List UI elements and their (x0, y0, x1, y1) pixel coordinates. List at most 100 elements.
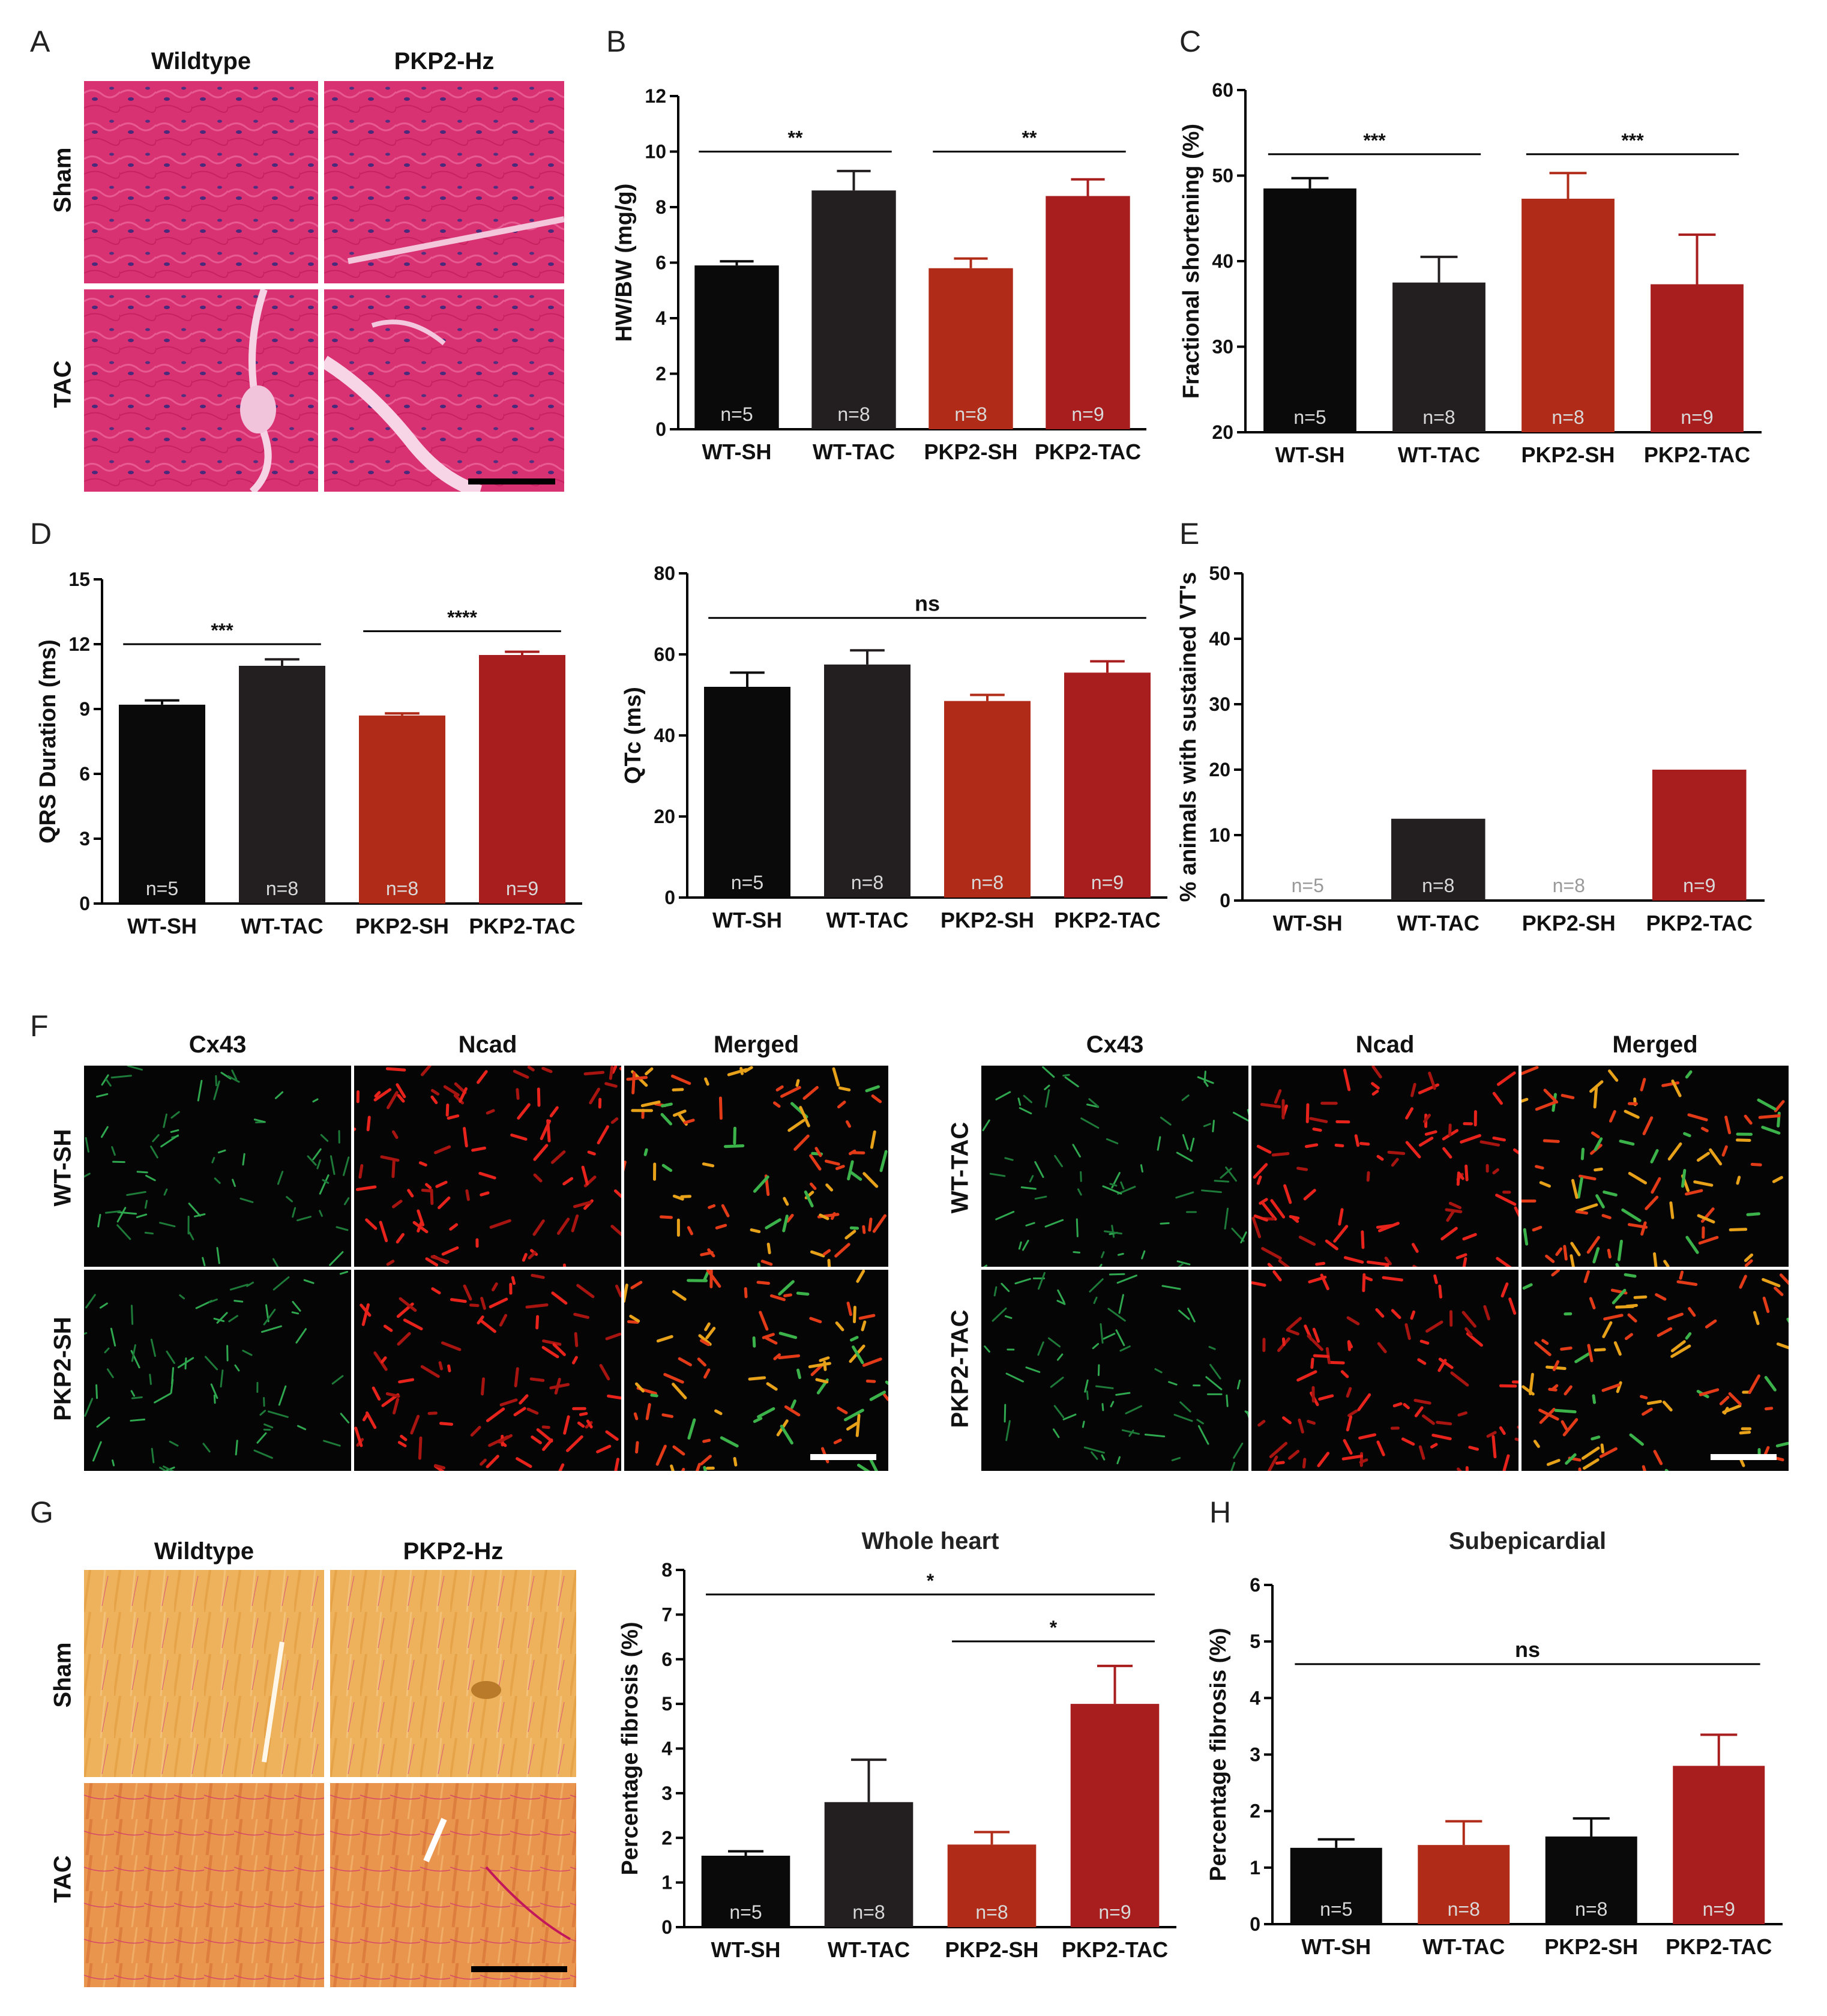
chart-h-x-tick-label-1: WT-TAC (1422, 1934, 1505, 1959)
sirius-image-pkp2hz-tac (330, 1783, 576, 1987)
panel-g-col-wildtype: Wildtype (154, 1538, 254, 1565)
chart-e-n-label-2: n=8 (1553, 875, 1585, 896)
chart-h-x-tick-label-2: PKP2-SH (1544, 1934, 1638, 1959)
chart-h-n-label-0: n=5 (1320, 1898, 1352, 1920)
chart-g-n-label-1: n=8 (852, 1901, 885, 1923)
chart-h-n-label-1: n=8 (1448, 1898, 1480, 1920)
panel-f-left-cx43: Cx43 (188, 1031, 247, 1058)
chart-g-y-tick-label: 2 (661, 1827, 672, 1849)
if-image-left-row2-green (84, 1270, 351, 1471)
chart-d-qrs-svg: 0 3 6 9 12 15 QRS Duration (ms) n=5 WT-SH n=8 WT-T… (36, 569, 582, 938)
chart-c-bar-3 (1651, 284, 1744, 432)
chart-h-y-label: Percentage fibrosis (%) (1209, 1628, 1231, 1881)
chart-h-bar-0 (1290, 1847, 1382, 1924)
chart-g-x-tick-label-2: PKP2-SH (945, 1937, 1038, 1962)
he-image-wildtype-tac (84, 289, 318, 492)
chart-c-x-tick-label-3: PKP2-TAC (1644, 442, 1750, 467)
panel-letter-g: G (30, 1495, 53, 1529)
chart-b-n-label-2: n=8 (954, 403, 987, 425)
chart-e-bar-3 (1652, 770, 1747, 901)
if-image-right-row2-merged (1521, 1270, 1789, 1471)
chart-b-x-tick-label-3: PKP2-TAC (1035, 439, 1141, 464)
scale-bar (468, 478, 555, 484)
chart-d2-n-label-1: n=8 (851, 872, 883, 893)
chart-b-n-label-0: n=5 (720, 403, 753, 425)
chart-b-sig-label-0: ** (788, 127, 803, 149)
chart-g-y-tick-label: 0 (661, 1916, 672, 1938)
chart-d1-bar-3 (479, 655, 565, 904)
chart-g-sig-label-0: * (927, 1570, 935, 1592)
chart-d2-y-tick-label: 60 (654, 644, 675, 665)
chart-c-bar-0 (1263, 188, 1356, 432)
chart-c-y-label: Fractional shortening (%) (1179, 124, 1204, 399)
chart-d2-sig-label-0: ns (915, 591, 940, 615)
chart-c-x-tick-label-1: WT-TAC (1398, 442, 1480, 467)
panel-letter-c: C (1179, 25, 1202, 58)
scale-bar (810, 1454, 876, 1460)
chart-e-y-tick-label: 50 (1209, 563, 1230, 584)
chart-c-x-tick-label-0: WT-SH (1275, 442, 1345, 467)
if-image-right-row1-green (981, 1066, 1248, 1267)
if-image-left-row1-green (84, 1066, 351, 1267)
panel-a-row-tac: TAC (49, 360, 76, 408)
chart-d1-x-tick-label-0: WT-SH (127, 914, 197, 938)
panel-a-col-pkp2hz: PKP2-Hz (394, 48, 495, 74)
chart-e-x-tick-label-2: PKP2-SH (1522, 911, 1616, 935)
he-image-wildtype-sham (84, 81, 318, 283)
chart-b-x-tick-label-2: PKP2-SH (924, 439, 1017, 464)
scale-bar (471, 1966, 567, 1972)
chart-g-bar-2 (947, 1844, 1037, 1927)
chart-h-y-tick-label: 0 (1250, 1913, 1260, 1935)
if-image-right-row2-red (1251, 1270, 1518, 1471)
chart-d1-y-tick-label: 9 (79, 698, 90, 720)
chart-e-x-tick-label-0: WT-SH (1273, 911, 1343, 935)
chart-g-n-label-3: n=9 (1098, 1901, 1131, 1923)
chart-c-bar-1 (1392, 282, 1485, 432)
chart-d1-y-tick-label: 3 (79, 828, 90, 850)
chart-g-x-tick-label-1: WT-TAC (828, 1937, 910, 1962)
panel-f-row-pkp2tac: PKP2-TAC (947, 1309, 974, 1428)
chart-b-n-label-1: n=8 (837, 403, 870, 425)
if-image-left-row2-merged (624, 1270, 888, 1471)
chart-d1-y-tick-label: 0 (79, 893, 90, 914)
chart-c-y-tick-label: 50 (1212, 165, 1233, 187)
panel-letter-d: D (30, 517, 52, 551)
he-image-pkp2hz-sham (324, 81, 564, 283)
chart-d1-y-label: QRS Duration (ms) (36, 639, 61, 844)
chart-e-n-label-0: n=5 (1292, 875, 1324, 896)
panel-letter-e: E (1179, 517, 1200, 551)
if-image-right-row1-merged (1521, 1066, 1789, 1267)
chart-c-n-label-3: n=9 (1681, 406, 1713, 428)
chart-g-bar-3 (1070, 1704, 1160, 1927)
chart-d1-x-tick-label-2: PKP2-SH (355, 914, 449, 938)
chart-d1-bar-0 (119, 704, 205, 904)
scale-bar (1711, 1454, 1777, 1460)
chart-g-y-tick-label: 6 (661, 1649, 672, 1670)
sirius-image-wildtype-tac (84, 1783, 324, 1987)
if-image-left-row1-red (354, 1066, 621, 1267)
panel-letter-a: A (30, 25, 50, 58)
chart-h-bar-3 (1673, 1766, 1765, 1924)
chart-c-y-tick-label: 60 (1212, 79, 1233, 101)
chart-g-svg: Whole heart 0 1 2 3 4 5 6 7 8 Percentage fibrosis … (618, 1528, 1176, 1962)
chart-d1-sig-label-0: *** (211, 620, 233, 641)
chart-b-y-tick-label: 2 (655, 363, 666, 385)
chart-b-y-tick-label: 12 (645, 85, 666, 107)
chart-b-sig-label-1: ** (1022, 127, 1037, 149)
panel-f-right-cx43: Cx43 (1086, 1031, 1144, 1058)
chart-d1-n-label-3: n=9 (506, 878, 538, 899)
panel-f-left-merged: Merged (713, 1031, 799, 1058)
chart-h-x-tick-label-3: PKP2-TAC (1666, 1934, 1772, 1959)
chart-c-bar-2 (1521, 198, 1615, 432)
chart-e-y-tick-label: 40 (1209, 628, 1230, 650)
chart-b-n-label-3: n=9 (1071, 403, 1104, 425)
chart-h-n-label-3: n=9 (1703, 1898, 1735, 1920)
chart-g-sig-label-1: * (1050, 1617, 1058, 1638)
chart-b-y-tick-label: 10 (645, 141, 666, 163)
chart-e-n-label-1: n=8 (1422, 875, 1454, 896)
chart-d2-bar-2 (944, 701, 1031, 898)
chart-e-y-tick-label: 10 (1209, 824, 1230, 846)
chart-g-n-label-0: n=5 (729, 1901, 762, 1923)
he-image-pkp2hz-tac (324, 289, 564, 492)
chart-g-y-tick-label: 7 (661, 1604, 672, 1625)
